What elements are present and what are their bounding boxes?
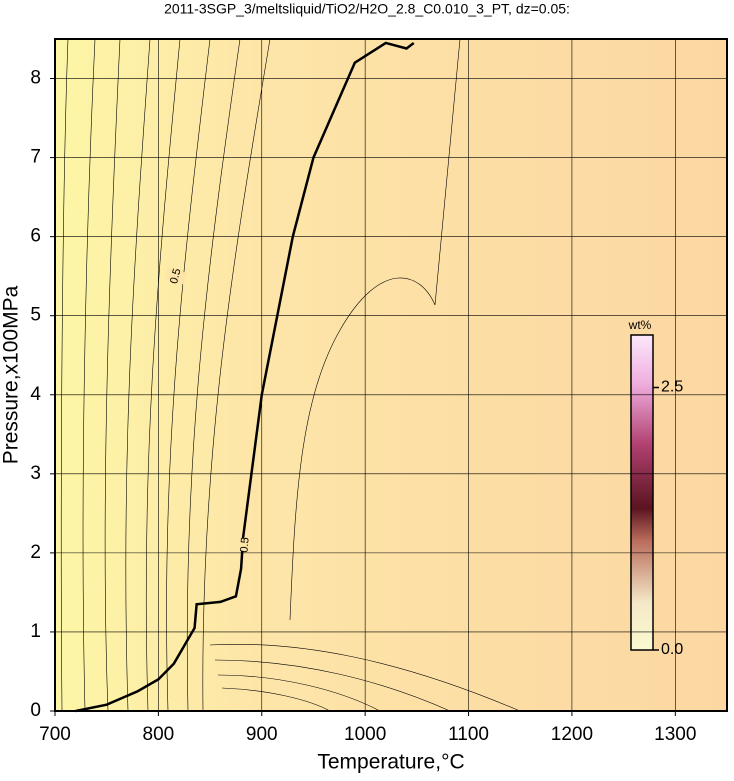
y-tick-label: 8 bbox=[30, 68, 41, 89]
y-tick-label: 7 bbox=[30, 147, 41, 168]
chart-title: 2011-3SGP_3/meltsliquid/TiO2/H2O_2.8_C0.… bbox=[164, 1, 570, 17]
contour-label-bg bbox=[164, 267, 188, 285]
y-tick-label: 6 bbox=[30, 226, 41, 247]
x-tick-label: 1100 bbox=[448, 724, 489, 745]
x-tick-label: 1200 bbox=[551, 724, 593, 745]
colorbar-tick-label: 2.5 bbox=[661, 379, 683, 396]
contour-line bbox=[75, 41, 415, 713]
x-tick-label: 800 bbox=[143, 724, 175, 745]
y-tick-label: 5 bbox=[30, 305, 41, 326]
contour-label: 0.5 bbox=[168, 267, 184, 285]
y-tick-label: 4 bbox=[30, 384, 41, 405]
contour-label-bg bbox=[234, 538, 256, 552]
x-tick-label: 1300 bbox=[654, 724, 696, 745]
plot-background bbox=[55, 39, 727, 711]
x-tick-label: 900 bbox=[246, 724, 278, 745]
x-axis-label: Temperature,°C bbox=[317, 751, 464, 774]
y-tick-label: 2 bbox=[30, 542, 41, 563]
x-tick-label: 700 bbox=[39, 724, 71, 745]
y-tick-label: 0 bbox=[30, 700, 41, 721]
y-tick-label: 1 bbox=[30, 621, 41, 642]
colorbar bbox=[630, 334, 654, 651]
contour-label: 0.5 bbox=[238, 537, 251, 553]
y-tick-label: 3 bbox=[30, 463, 41, 484]
colorbar-tick-label: 0.0 bbox=[661, 641, 683, 658]
y-axis-label: Pressure,x100MPa bbox=[0, 285, 23, 464]
colorbar-label: wt% bbox=[628, 318, 652, 332]
x-tick-label: 1000 bbox=[344, 724, 386, 745]
